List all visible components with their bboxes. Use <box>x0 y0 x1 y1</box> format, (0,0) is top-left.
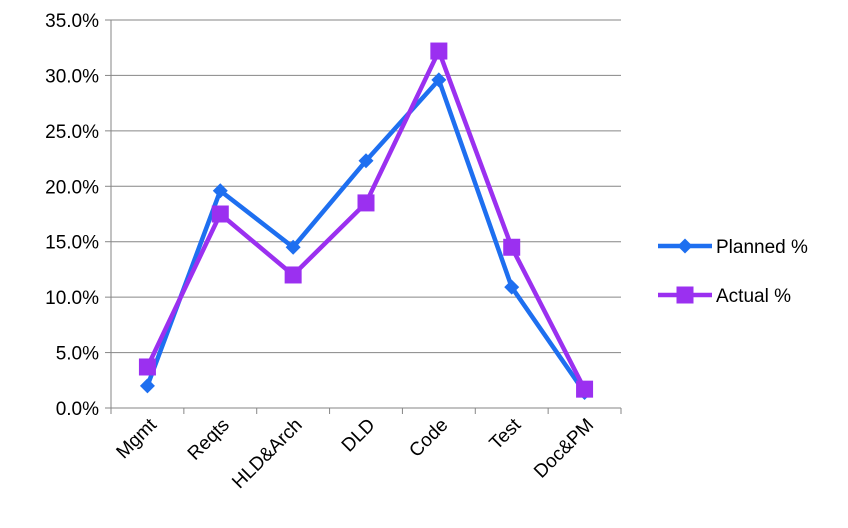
series-actual <box>138 42 594 398</box>
legend: Planned % Actual % <box>658 237 808 307</box>
data-point <box>285 239 301 255</box>
legend-item: Actual % <box>658 286 791 307</box>
x-tick-label: Code <box>405 415 452 462</box>
gridlines <box>111 19 621 354</box>
x-tick-label: HLD&Arch <box>228 415 306 493</box>
x-tick-label: Mgmt <box>113 414 162 463</box>
series <box>138 42 594 400</box>
y-tick-label: 15.0% <box>45 233 99 254</box>
data-point <box>576 380 594 398</box>
data-point <box>504 279 520 295</box>
legend-marker <box>677 238 693 254</box>
y-tick-label: 35.0% <box>45 11 99 32</box>
y-tick-label: 5.0% <box>56 344 99 365</box>
data-point <box>138 358 156 376</box>
data-point <box>503 238 521 256</box>
y-tick-labels: 0.0% 5.0% 10.0% 15.0% 20.0% 25.0% 30.0% 35.0% <box>45 11 99 420</box>
data-point <box>357 194 375 212</box>
y-tick-label: 10.0% <box>45 288 99 309</box>
legend-marker <box>676 286 694 304</box>
data-point <box>358 153 374 169</box>
data-point <box>211 205 229 223</box>
legend-label: Actual % <box>716 286 791 307</box>
axes <box>105 19 622 414</box>
series-planned <box>139 72 593 400</box>
legend-item: Planned % <box>658 237 808 258</box>
x-tick-label: DLD <box>338 415 380 457</box>
y-tick-label: 25.0% <box>45 122 99 143</box>
y-tick-label: 0.0% <box>56 399 99 420</box>
data-point <box>139 378 155 394</box>
data-point <box>284 266 302 284</box>
x-tick-label: Test <box>486 414 526 454</box>
y-tick-label: 20.0% <box>45 177 99 198</box>
data-point <box>431 72 447 88</box>
data-point <box>430 42 448 60</box>
series-line <box>145 77 587 394</box>
legend-label: Planned % <box>716 237 808 258</box>
y-tick-label: 30.0% <box>45 66 99 87</box>
x-tick-label: Doc&PM <box>530 415 598 483</box>
x-tick-label: Reqts <box>184 415 234 465</box>
data-point <box>212 183 228 199</box>
